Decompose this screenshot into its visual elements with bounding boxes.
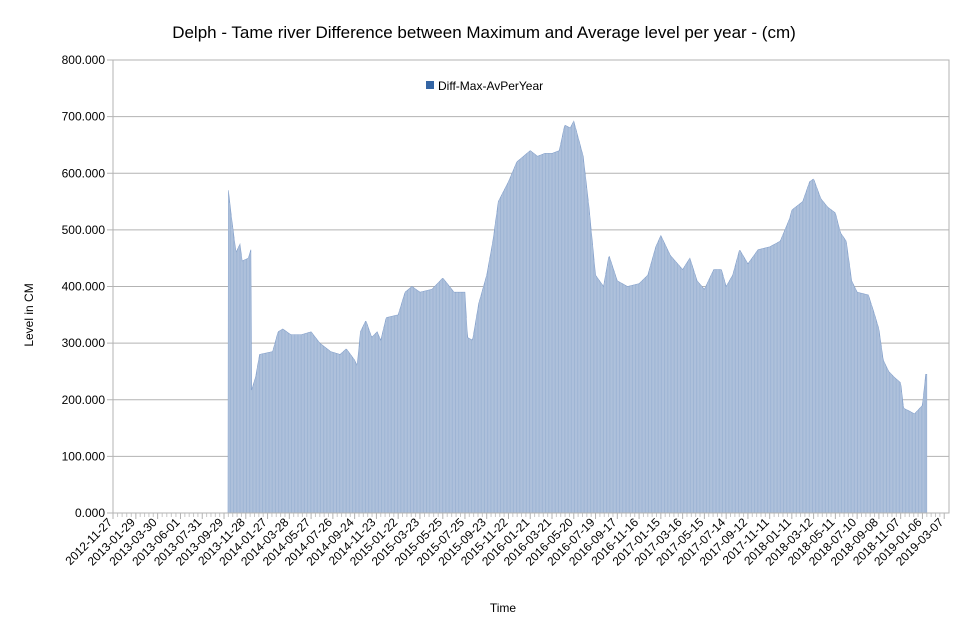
chart-title: Delph - Tame river Difference between Ma…	[172, 23, 796, 42]
y-tick-label: 0.000	[75, 506, 105, 520]
y-tick-label: 100.000	[62, 449, 106, 463]
y-axis-label: Level in CM	[22, 283, 36, 346]
x-axis-label: Time	[490, 601, 517, 615]
y-axis-ticks: 0.000 100.000 200.000 300.000 400.000 500.000…	[62, 53, 113, 520]
y-tick-label: 600.000	[62, 166, 106, 180]
y-tick-label: 200.000	[62, 393, 106, 407]
x-axis-ticks: 2012-11-272013-01-292013-03-302013-06-01…	[62, 513, 947, 569]
plot-area-frame	[112, 59, 950, 514]
y-tick-label: 800.000	[62, 53, 106, 67]
y-tick-label: 700.000	[62, 110, 106, 124]
series-area	[227, 120, 928, 514]
data-series	[227, 120, 928, 514]
legend-entry: Diff-Max-AvPerYear	[438, 79, 543, 93]
y-tick-label: 300.000	[62, 336, 106, 350]
y-tick-label: 500.000	[62, 223, 106, 237]
legend-swatch	[426, 81, 434, 89]
legend: Diff-Max-AvPerYear	[426, 79, 543, 93]
y-tick-label: 400.000	[62, 280, 106, 294]
